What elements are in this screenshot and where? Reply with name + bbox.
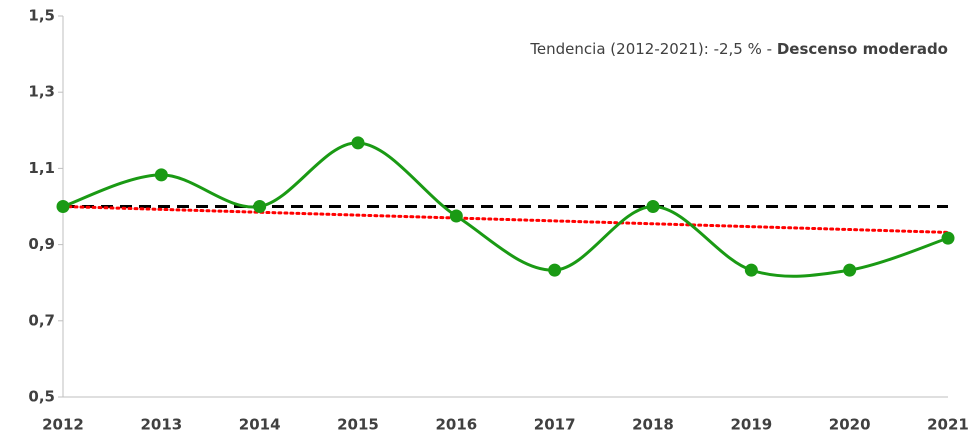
annotation: Tendencia (2012-2021): -2,5 % - Descenso…: [529, 40, 948, 58]
x-tick-label: 2017: [534, 416, 576, 434]
point: [941, 231, 955, 245]
point: [351, 136, 365, 150]
x-tick-label: 2013: [140, 416, 182, 434]
y-tick-label: 1,1: [28, 159, 55, 177]
point: [56, 200, 70, 213]
annotation-text: Tendencia (2012-2021): -2,5 % -: [529, 40, 777, 58]
point: [253, 200, 267, 213]
point: [154, 168, 168, 182]
y-tick-label: 1,5: [28, 7, 55, 25]
point: [548, 263, 562, 277]
x-tick-label: 2014: [239, 416, 281, 434]
point: [449, 209, 463, 223]
point: [744, 263, 758, 277]
point: [646, 200, 660, 213]
x-tick-label: 2020: [829, 416, 871, 434]
y-tick-label: 0,7: [28, 311, 55, 329]
x-tick-label: 2018: [632, 416, 674, 434]
x-tick-label: 2021: [927, 416, 969, 434]
y-tick-label: 1,3: [28, 83, 55, 101]
x-tick-label: 2019: [730, 416, 772, 434]
annotation-bold: Descenso moderado: [777, 40, 948, 58]
x-tick-label: 2012: [42, 416, 84, 434]
x-tick-label: 2015: [337, 416, 379, 434]
y-tick-label: 0,9: [28, 235, 55, 253]
series-line: [62, 141, 949, 278]
y-tick-label: 0,5: [28, 388, 55, 406]
x-tick-label: 2016: [435, 416, 477, 434]
point: [843, 263, 857, 277]
trend-line: [61, 205, 950, 234]
